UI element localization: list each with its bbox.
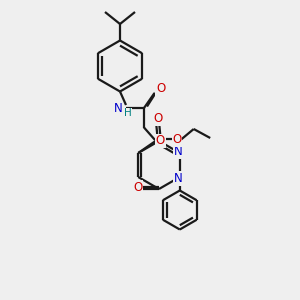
Text: H: H [124,108,132,118]
Text: O: O [156,134,165,148]
Text: O: O [153,112,162,125]
Text: N: N [174,145,183,158]
Text: O: O [172,133,182,146]
Text: O: O [134,181,142,194]
Text: N: N [114,101,123,115]
Text: N: N [174,172,183,185]
Text: O: O [156,82,165,95]
